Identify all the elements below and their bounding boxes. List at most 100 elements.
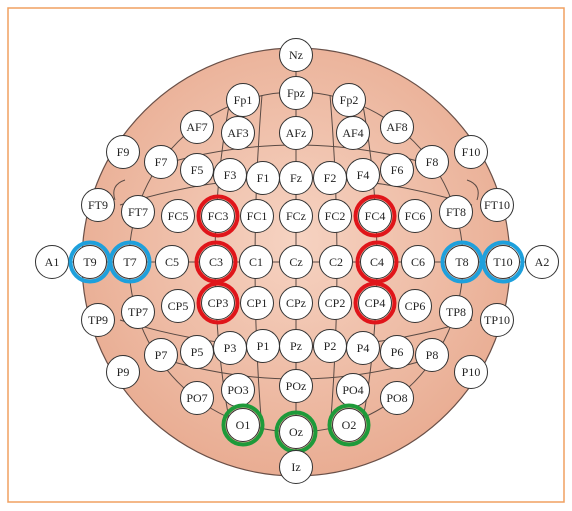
electrode: FC2: [318, 199, 352, 233]
electrode-label: O2: [342, 418, 357, 432]
electrode-circle: [81, 303, 115, 337]
electrode-label: PO7: [186, 391, 207, 405]
electrode: CP5: [161, 289, 195, 323]
electrode: FC5: [161, 199, 195, 233]
electrode-circle: [346, 331, 380, 365]
electrode-label: F4: [357, 168, 370, 182]
electrode: F6: [380, 153, 414, 187]
electrode-circle: [279, 329, 313, 363]
electrode-circle: [240, 199, 274, 233]
electrode: FT8: [439, 195, 473, 229]
electrode: TP8: [439, 295, 473, 329]
electrode: Fp1: [226, 83, 260, 117]
electrode: F9: [106, 135, 140, 169]
electrode: PO4: [336, 373, 370, 407]
electrode: A2: [525, 245, 559, 279]
electrode-label: F5: [191, 163, 204, 177]
electrode-circle: [226, 408, 260, 442]
electrode: F10: [454, 135, 488, 169]
electrode: Pz: [279, 329, 313, 363]
electrode-label: O1: [236, 418, 251, 432]
electrode: FC4: [353, 194, 397, 238]
electrode-label: F8: [426, 155, 439, 169]
electrode: T9: [68, 240, 112, 284]
electrode-circle: [121, 195, 155, 229]
electrode-label: P10: [462, 365, 481, 379]
electrode-label: TP7: [128, 305, 148, 319]
electrode-label: AF4: [342, 126, 363, 140]
electrode-circle: [239, 245, 273, 279]
electrode-circle: [380, 335, 414, 369]
electrode: O2: [327, 403, 371, 447]
electrode: Fp2: [332, 83, 366, 117]
electrode-label: POz: [286, 379, 307, 393]
electrode: F5: [180, 153, 214, 187]
electrode: PO8: [380, 381, 414, 415]
electrode: FC1: [240, 199, 274, 233]
electrode: T8: [440, 240, 484, 284]
electrode-circle: [319, 245, 353, 279]
highlight-ring: [196, 281, 240, 325]
electrode: P5: [180, 335, 214, 369]
electrode-circle: [279, 286, 313, 320]
electrode-label: CP3: [208, 296, 229, 310]
electrode-circle: [380, 153, 414, 187]
highlight-ring: [196, 194, 240, 238]
electrode-circle: [180, 110, 214, 144]
electrode: FT7: [121, 195, 155, 229]
electrode-circle: [332, 408, 366, 442]
electrode-label: CP2: [325, 296, 346, 310]
electrode-label: F3: [224, 168, 237, 182]
electrode: F4: [346, 158, 380, 192]
electrode-circle: [221, 116, 255, 150]
electrode-circle: [279, 415, 313, 449]
electrode: AFz: [279, 116, 313, 150]
electrode: F7: [144, 145, 178, 179]
highlight-ring: [194, 240, 238, 284]
electrode-label: P7: [155, 348, 168, 362]
electrode: P8: [415, 338, 449, 372]
electrode-circle: [201, 199, 235, 233]
electrode-circle: [180, 381, 214, 415]
electrode: F1: [246, 161, 280, 195]
electrode: P7: [144, 338, 178, 372]
electrode-circle: [439, 295, 473, 329]
electrode-label: T10: [493, 255, 512, 269]
electrode: F3: [213, 158, 247, 192]
electrode-label: C6: [411, 255, 425, 269]
electrode-circle: [336, 116, 370, 150]
electrode-label: FT10: [484, 198, 510, 212]
electrode-circle: [380, 381, 414, 415]
electrode: CPz: [279, 286, 313, 320]
electrode-circle: [398, 289, 432, 323]
electrode: F2: [313, 161, 347, 195]
electrode-label: F1: [257, 171, 270, 185]
electrode: TP10: [480, 303, 514, 337]
electrode: AF4: [336, 116, 370, 150]
electrode-label: C5: [165, 255, 179, 269]
electrode-label: F10: [462, 145, 481, 159]
electrode-circle: [279, 450, 313, 484]
electrode-circle: [279, 38, 313, 72]
electrode-label: C4: [370, 255, 384, 269]
electrode-label: F9: [117, 145, 130, 159]
electrode: FT10: [480, 188, 514, 222]
electrode-label: A1: [45, 255, 60, 269]
electrode: CP1: [240, 286, 274, 320]
electrode: TP9: [81, 303, 115, 337]
electrode-circle: [279, 369, 313, 403]
electrode-label: A2: [535, 255, 550, 269]
electrode-label: P8: [426, 348, 439, 362]
electrode: AF3: [221, 116, 255, 150]
electrode-circle: [480, 303, 514, 337]
electrode: AF7: [180, 110, 214, 144]
highlight-ring: [481, 240, 525, 284]
electrode: C4: [355, 240, 399, 284]
electrode: C3: [194, 240, 238, 284]
electrode-circle: [144, 145, 178, 179]
electrode-circle: [279, 116, 313, 150]
electrode-label: T7: [123, 255, 136, 269]
electrode-label: C3: [209, 255, 223, 269]
electrode-circle: [318, 199, 352, 233]
electrode-label: Nz: [289, 48, 303, 62]
